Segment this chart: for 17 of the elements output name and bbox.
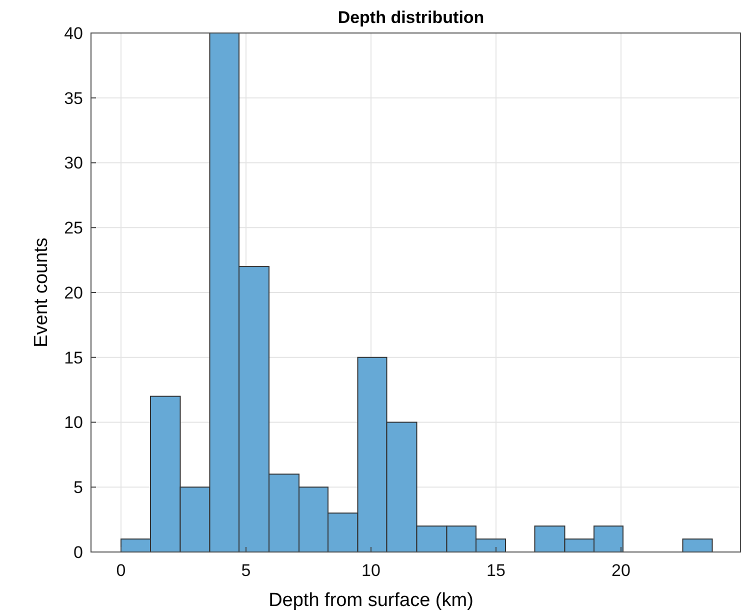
y-tick-label: 40 [64, 24, 83, 43]
x-tick-label: 20 [612, 561, 630, 580]
y-tick-label: 5 [74, 478, 83, 498]
y-tick-label: 35 [64, 88, 83, 108]
x-tick-label: 5 [241, 561, 251, 580]
x-axis-title: Depth from surface (km) [268, 590, 474, 611]
y-tick-label: 20 [64, 283, 83, 302]
y-axis-title: Event counts [31, 238, 52, 348]
y-tick-label: 0 [74, 542, 83, 562]
x-tick-label: 0 [116, 561, 126, 580]
x-tick-label: 15 [486, 561, 506, 580]
y-tick-label: 30 [64, 154, 83, 173]
x-tick-label: 10 [362, 561, 380, 580]
y-tick-label: 25 [64, 218, 83, 238]
y-tick-label: 10 [64, 413, 83, 432]
y-tick-label: 15 [64, 348, 83, 368]
chart-title: Depth distribution [338, 8, 484, 27]
